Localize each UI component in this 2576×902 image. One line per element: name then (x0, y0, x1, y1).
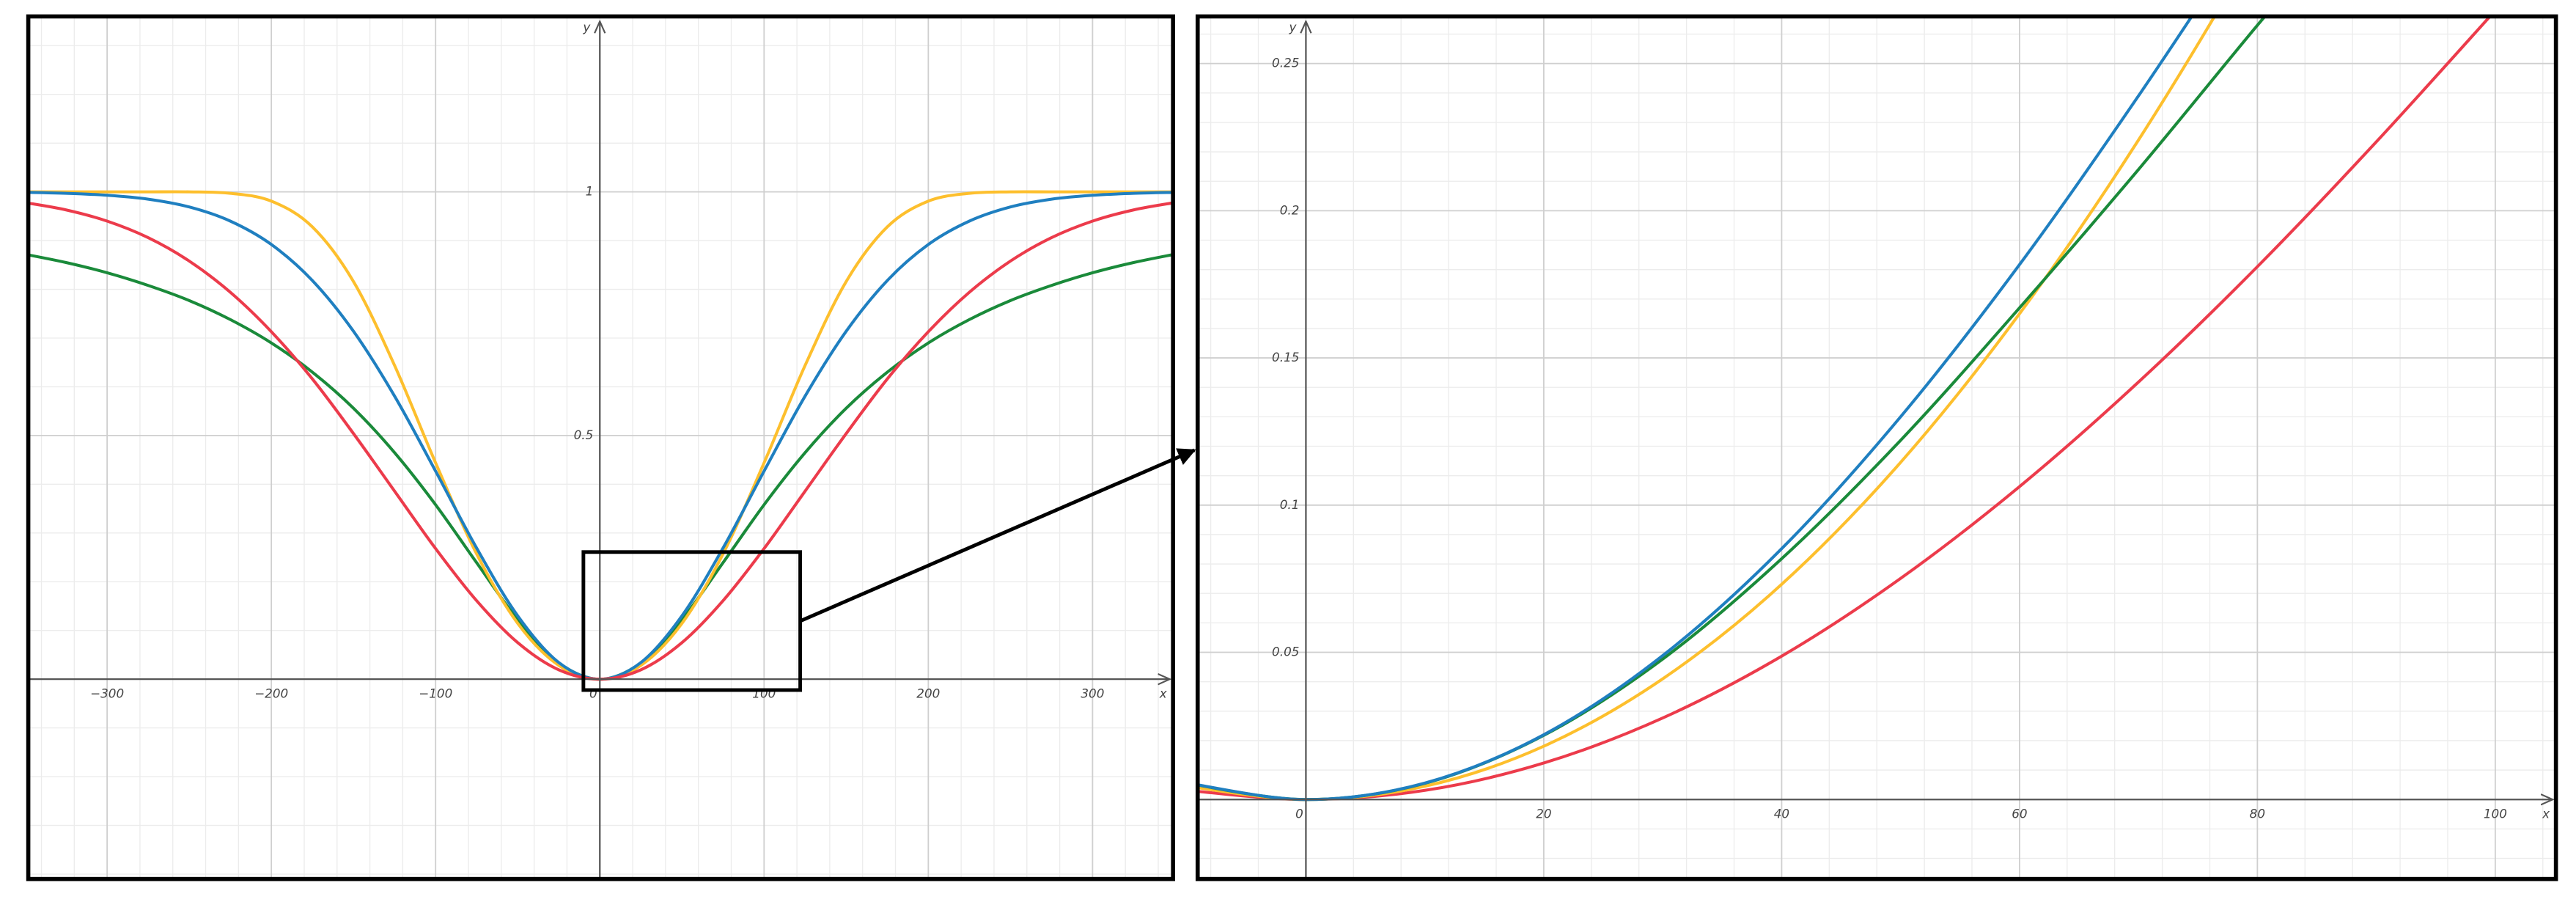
y-tick-label: 0.15 (1272, 350, 1299, 364)
curve (1197, 16, 2217, 802)
curve (1197, 16, 2194, 802)
zoom-box (581, 550, 803, 692)
left-panel: −300 −200 −100 0 100 200 300 0.5 1 x y (28, 16, 1174, 879)
y-tick-label: 0.05 (1272, 645, 1299, 659)
x-axis-label: x (1159, 686, 1168, 700)
curve (1197, 16, 2492, 802)
x-tick-label: 0 (589, 686, 597, 700)
plot (28, 16, 1174, 879)
x-tick-label: 100 (2484, 806, 2507, 821)
curve (1197, 16, 2267, 802)
y-tick-label: 0.25 (1272, 56, 1299, 70)
zoom-arrow (799, 448, 1196, 623)
y-axis-label: y (1289, 20, 1298, 34)
right-panel: 0 20 40 60 80 100 0.05 0.1 0.15 0.2 0.25 x y (1197, 16, 2556, 879)
left-frame (26, 14, 1175, 881)
y-tick-label: 0.5 (574, 428, 594, 442)
x-tick-label: 20 (1536, 806, 1551, 821)
x-tick-label: 0 (1295, 806, 1303, 821)
x-axis-label: x (2542, 806, 2550, 821)
y-tick-label: 0.1 (1280, 497, 1300, 512)
x-tick-label: 40 (1774, 806, 1789, 821)
y-tick-label: 1 (586, 184, 594, 199)
right-frame (1195, 14, 2558, 881)
x-tick-label: 200 (916, 686, 940, 700)
x-tick-label: −100 (419, 686, 452, 700)
y-tick-label: 0.2 (1280, 202, 1300, 217)
x-tick-label: 300 (1081, 686, 1104, 700)
x-tick-label: −300 (90, 686, 124, 700)
plot (1197, 16, 2556, 879)
x-tick-label: 100 (752, 686, 776, 700)
x-tick-label: 80 (2250, 806, 2265, 821)
x-tick-label: 60 (2012, 806, 2027, 821)
y-axis-label: y (582, 20, 591, 34)
x-tick-label: −200 (254, 686, 288, 700)
